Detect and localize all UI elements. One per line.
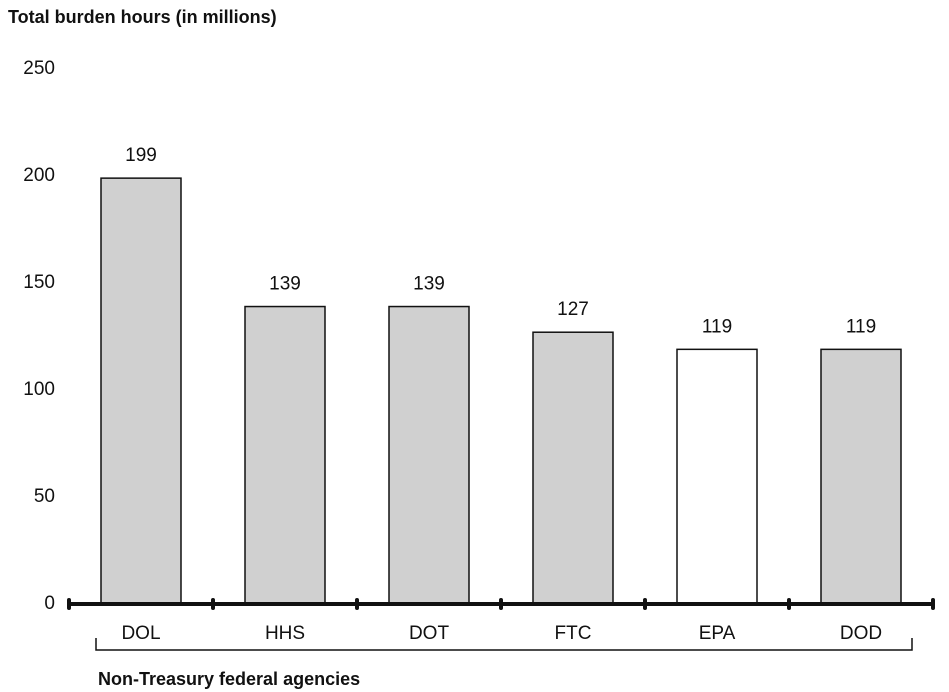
data-label: 199: [125, 145, 157, 166]
x-tick-label: HHS: [265, 623, 305, 644]
x-tick-label: DOL: [121, 623, 160, 644]
axis-separator: [355, 598, 359, 610]
bar: [820, 348, 902, 605]
y-tick-label: 50: [34, 486, 55, 507]
bar: [244, 305, 326, 605]
x-tick-label: EPA: [699, 623, 736, 644]
data-label: 119: [846, 316, 876, 337]
axis-separator: [211, 598, 215, 610]
bar: [388, 305, 470, 605]
y-tick-label: 150: [23, 272, 55, 293]
y-tick-label: 0: [44, 593, 55, 614]
y-tick-label: 250: [23, 58, 55, 79]
x-tick-label: FTC: [555, 623, 592, 644]
data-label: 119: [702, 316, 732, 337]
axis-separator: [931, 598, 935, 610]
chart-title: Total burden hours (in millions): [8, 7, 277, 27]
y-tick-label: 100: [23, 379, 55, 400]
data-label: 127: [557, 299, 589, 320]
axis-separator: [67, 598, 71, 610]
axis-separator: [499, 598, 503, 610]
y-tick-label: 200: [23, 165, 55, 186]
x-tick-label: DOD: [840, 623, 882, 644]
axis-separator: [643, 598, 647, 610]
bar: [676, 348, 758, 605]
x-tick-label: DOT: [409, 623, 450, 644]
data-label: 139: [413, 274, 445, 295]
axis-separator: [787, 598, 791, 610]
x-axis-label: Non-Treasury federal agencies: [98, 669, 360, 689]
bar: [100, 177, 182, 605]
category-bracket: [95, 638, 913, 651]
bar: [532, 331, 614, 605]
data-label: 139: [269, 274, 301, 295]
